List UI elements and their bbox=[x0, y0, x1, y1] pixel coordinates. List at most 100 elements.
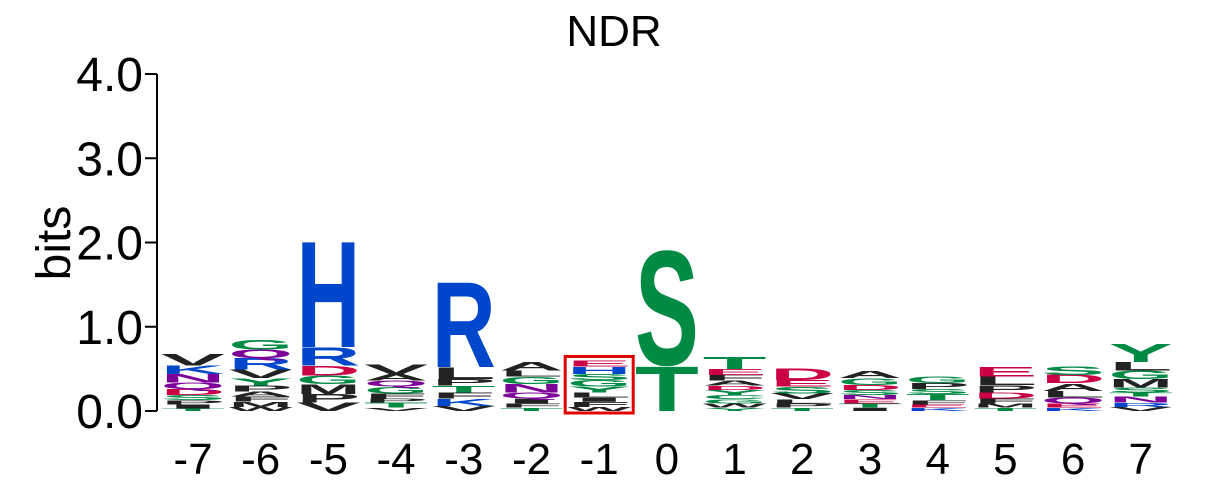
logo-letter-V: V bbox=[1109, 406, 1173, 413]
logo-letter-R: R bbox=[296, 342, 360, 371]
logo-letter-G: G bbox=[1109, 369, 1173, 382]
logo-letter-S: S bbox=[635, 217, 699, 400]
x-tick-label: -4 bbox=[377, 435, 416, 484]
logo-letter-S: S bbox=[1041, 364, 1105, 377]
logo-letter-K: K bbox=[432, 397, 496, 409]
x-tick-label: 7 bbox=[1129, 435, 1153, 484]
logo-letter-D: D bbox=[1041, 373, 1105, 386]
logo-letter-G: G bbox=[229, 337, 293, 353]
logo-letter-L: L bbox=[1041, 389, 1105, 399]
x-tick-label: -7 bbox=[173, 435, 212, 484]
logo-letter-A: A bbox=[703, 379, 767, 387]
logo-letter-M: M bbox=[973, 402, 1037, 409]
logo-letter-L: L bbox=[973, 374, 1037, 387]
x-tick-label: -2 bbox=[512, 435, 551, 484]
letter-stacks: TIPSDQNKVWMFAPYVRQGVPMGDRHVTPFGQAVVKFTPL… bbox=[161, 210, 1173, 425]
logo-letter-A: A bbox=[838, 369, 902, 381]
logo-letter-I: I bbox=[500, 397, 564, 405]
logo-letter-F: F bbox=[906, 399, 970, 406]
logo-letter-G: G bbox=[703, 398, 767, 405]
logo-letter-L: L bbox=[500, 369, 564, 378]
logo-letter-S: S bbox=[838, 389, 902, 397]
logo-letter-T: T bbox=[432, 384, 496, 394]
logo-letter-L: L bbox=[770, 398, 834, 405]
logo-letter-L: L bbox=[432, 364, 496, 382]
logo-letter-S: S bbox=[770, 385, 834, 395]
logo-letter-S: S bbox=[1109, 386, 1173, 394]
logo-letter-E: E bbox=[838, 398, 902, 405]
logo-letter-N: N bbox=[1109, 395, 1173, 404]
logo-letter-G: G bbox=[364, 385, 428, 395]
logo-letter-W: W bbox=[703, 402, 768, 409]
logo-letter-N: N bbox=[838, 394, 902, 401]
logo-letter-V: V bbox=[432, 405, 496, 413]
logo-letter-S: S bbox=[906, 388, 970, 396]
logo-letter-T: T bbox=[838, 402, 902, 409]
logo-letter-I: I bbox=[161, 403, 225, 410]
logo-letter-G: G bbox=[838, 377, 902, 387]
logo-letter-T: T bbox=[364, 401, 428, 409]
logo-letter-W: W bbox=[567, 406, 632, 413]
x-tick-label: 2 bbox=[790, 435, 814, 484]
y-tick-label: 3.0 bbox=[76, 133, 143, 186]
logo-letter-Q: Q bbox=[364, 379, 428, 388]
y-tick-label: 1.0 bbox=[76, 302, 143, 355]
logo-letter-E: E bbox=[973, 364, 1037, 380]
logo-letter-G: G bbox=[567, 378, 631, 388]
logo-letter-Y: Y bbox=[229, 376, 293, 388]
logo-letter-D: D bbox=[838, 384, 902, 392]
logo-letter-Q: Q bbox=[1041, 396, 1105, 405]
logo-letter-T: T bbox=[703, 353, 767, 373]
logo-letter-P: P bbox=[770, 402, 834, 409]
logo-letter-T: T bbox=[906, 393, 970, 402]
logo-letter-A: A bbox=[229, 390, 293, 398]
logo-letter-H: H bbox=[567, 365, 631, 377]
logo-letter-M: M bbox=[1109, 377, 1173, 390]
logo-letter-T: T bbox=[973, 407, 1037, 412]
logo-letter-M: M bbox=[229, 400, 293, 408]
logo-letter-Y: Y bbox=[1109, 339, 1173, 368]
logo-letter-F: F bbox=[703, 373, 767, 382]
logo-column-0: TS bbox=[635, 217, 699, 425]
y-axis-label: bits bbox=[28, 206, 81, 281]
logo-letter-F: F bbox=[432, 391, 496, 400]
x-tick-label: 3 bbox=[858, 435, 882, 484]
logo-letter-Y: Y bbox=[567, 385, 631, 394]
logo-letter-P: P bbox=[161, 399, 225, 406]
logo-letter-K: K bbox=[161, 364, 225, 377]
y-tick-label: 4.0 bbox=[76, 49, 143, 102]
logo-letter-P: P bbox=[364, 397, 428, 404]
logo-letter-I: I bbox=[567, 396, 631, 403]
logo-letter-Y: Y bbox=[703, 389, 767, 397]
x-axis: -7 -6 -5 -4 -3 -2 -1 0 1 2 3 4 5 6 7 bbox=[173, 435, 1153, 484]
logo-letter-R: R bbox=[432, 256, 496, 394]
logo-letter-P: P bbox=[906, 382, 970, 391]
x-tick-label: 0 bbox=[655, 435, 679, 484]
chart-title: NDR bbox=[566, 7, 661, 56]
logo-letter-E: E bbox=[567, 359, 631, 368]
logo-letter-Y: Y bbox=[703, 407, 767, 412]
logo-letter-S: S bbox=[161, 394, 225, 402]
logo-letter-V: V bbox=[229, 368, 294, 381]
logo-letter-I: I bbox=[838, 407, 902, 412]
y-tick-label: 2.0 bbox=[76, 218, 143, 271]
y-tick-label: 0.0 bbox=[76, 386, 143, 439]
logo-letter-L: L bbox=[1109, 360, 1173, 373]
logo-letter-F: F bbox=[229, 395, 293, 403]
logo-letter-G: G bbox=[296, 374, 360, 387]
logo-letter-Q: Q bbox=[161, 381, 225, 391]
x-tick-label: -3 bbox=[444, 435, 483, 484]
highlight-box bbox=[563, 354, 635, 415]
logo-letter-M: M bbox=[296, 381, 360, 397]
logo-letter-C: C bbox=[703, 394, 767, 401]
